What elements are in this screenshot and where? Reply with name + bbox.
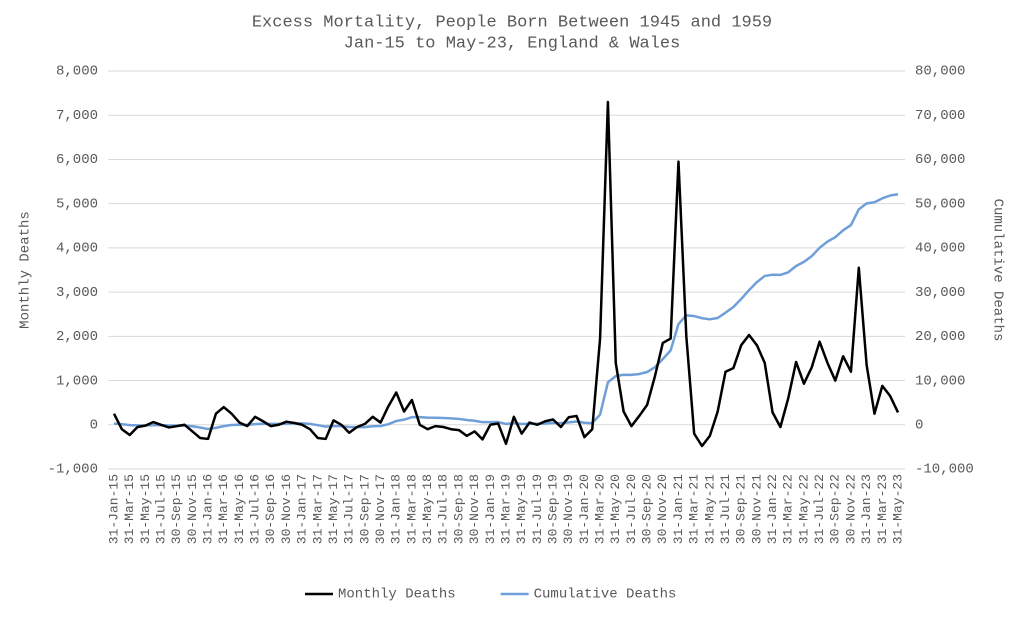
- x-tick-label: 31-Jul-19: [530, 474, 545, 544]
- x-tick-label: 31-Mar-21: [687, 474, 702, 544]
- x-tick-label: 30-Sep-15: [169, 474, 184, 544]
- y2-tick-label: 70,000: [915, 108, 965, 124]
- x-tick-label: 31-Jul-17: [342, 474, 357, 544]
- x-tick-label: 30-Sep-18: [451, 474, 466, 544]
- x-tick-label: 31-Jan-17: [295, 474, 310, 544]
- x-tick-label: 30-Sep-21: [734, 474, 749, 544]
- y-tick-label: 2,000: [56, 329, 98, 345]
- x-tick-label: 31-May-16: [232, 474, 247, 544]
- x-tick-label: 31-May-19: [514, 474, 529, 544]
- x-tick-label: 31-Jul-21: [718, 474, 733, 544]
- x-tick-label: 30-Nov-16: [279, 474, 294, 544]
- x-tick-label: 31-Jan-20: [577, 474, 592, 544]
- x-tick-label: 30-Nov-17: [373, 474, 388, 544]
- x-tick-label: 31-May-21: [702, 474, 717, 544]
- y-tick-label: 6,000: [56, 152, 98, 168]
- y2-tick-label: 80,000: [915, 64, 965, 80]
- y2-tick-label: -10,000: [915, 462, 974, 478]
- x-tick-label: 30-Sep-16: [263, 474, 278, 544]
- chart-title: Excess Mortality, People Born Between 19…: [252, 13, 772, 32]
- chart-subtitle: Jan-15 to May-23, England & Wales: [344, 34, 681, 53]
- y2-tick-label: 50,000: [915, 196, 965, 212]
- y-tick-label: 8,000: [56, 64, 98, 80]
- x-tick-label: 31-Jul-22: [812, 474, 827, 544]
- x-tick-label: 31-Jan-16: [201, 474, 216, 544]
- x-tick-label: 30-Sep-22: [828, 474, 843, 544]
- x-tick-label: 31-Mar-22: [781, 474, 796, 544]
- x-tick-label: 30-Nov-21: [749, 474, 764, 544]
- y2-tick-label: 60,000: [915, 152, 965, 168]
- data-line: [112, 100, 900, 448]
- x-tick-label: 31-Jan-18: [389, 474, 404, 544]
- y-tick-label: 7,000: [56, 108, 98, 124]
- x-tick-label: 31-May-20: [608, 474, 623, 544]
- y-axis-title: Monthly Deaths: [18, 211, 34, 329]
- y-tick-label: -1,000: [48, 462, 98, 478]
- x-tick-label: 31-Jan-23: [859, 474, 874, 544]
- x-tick-label: 31-May-17: [326, 474, 341, 544]
- x-tick-label: 31-May-18: [420, 474, 435, 544]
- y-tick-label: 1,000: [56, 373, 98, 389]
- x-tick-label: 30-Nov-19: [561, 474, 576, 544]
- x-tick-label: 31-Mar-16: [216, 474, 231, 544]
- y-tick-label: 4,000: [56, 241, 98, 257]
- x-tick-label: 31-Jan-22: [765, 474, 780, 544]
- x-tick-label: 30-Nov-18: [467, 474, 482, 544]
- x-tick-label: 31-Jan-19: [483, 474, 498, 544]
- y2-tick-label: 20,000: [915, 329, 965, 345]
- x-tick-label: 31-Mar-23: [875, 474, 890, 544]
- x-tick-label: 31-May-15: [138, 474, 153, 544]
- legend-label: Monthly Deaths: [338, 587, 456, 603]
- y-tick-label: 5,000: [56, 196, 98, 212]
- x-tick-label: 31-Mar-20: [593, 474, 608, 544]
- x-tick-label: 31-Jul-16: [248, 474, 263, 544]
- x-tick-label: 31-Mar-18: [404, 474, 419, 544]
- x-tick-label: 31-Jul-15: [153, 474, 168, 544]
- y-tick-label: 3,000: [56, 285, 98, 301]
- y2-tick-label: 0: [915, 417, 923, 433]
- x-tick-label: 30-Nov-22: [843, 474, 858, 544]
- y2-tick-label: 30,000: [915, 285, 965, 301]
- x-tick-label: 31-Jul-20: [624, 474, 639, 544]
- x-tick-label: 31-Jan-15: [106, 474, 121, 544]
- x-tick-label: 30-Nov-15: [185, 474, 200, 544]
- x-tick-label: 31-Jan-21: [671, 474, 686, 544]
- x-tick-label: 31-May-23: [890, 474, 905, 544]
- y2-tick-label: 40,000: [915, 241, 965, 257]
- x-tick-label: 30-Sep-17: [357, 474, 372, 544]
- x-tick-label: 31-Jul-18: [436, 474, 451, 544]
- x-tick-label: 31-Mar-19: [498, 474, 513, 544]
- x-tick-label: 30-Sep-20: [640, 474, 655, 544]
- x-tick-label: 30-Sep-19: [545, 474, 560, 544]
- x-tick-label: 30-Nov-20: [655, 474, 670, 544]
- x-tick-label: 31-May-22: [796, 474, 811, 544]
- legend-label: Cumulative Deaths: [534, 587, 677, 603]
- x-tick-label: 31-Mar-15: [122, 474, 137, 544]
- y2-axis-title: Cumulative Deaths: [989, 199, 1005, 342]
- x-tick-label: 31-Mar-17: [310, 474, 325, 544]
- y-tick-label: 0: [90, 417, 98, 433]
- y2-tick-label: 10,000: [915, 373, 965, 389]
